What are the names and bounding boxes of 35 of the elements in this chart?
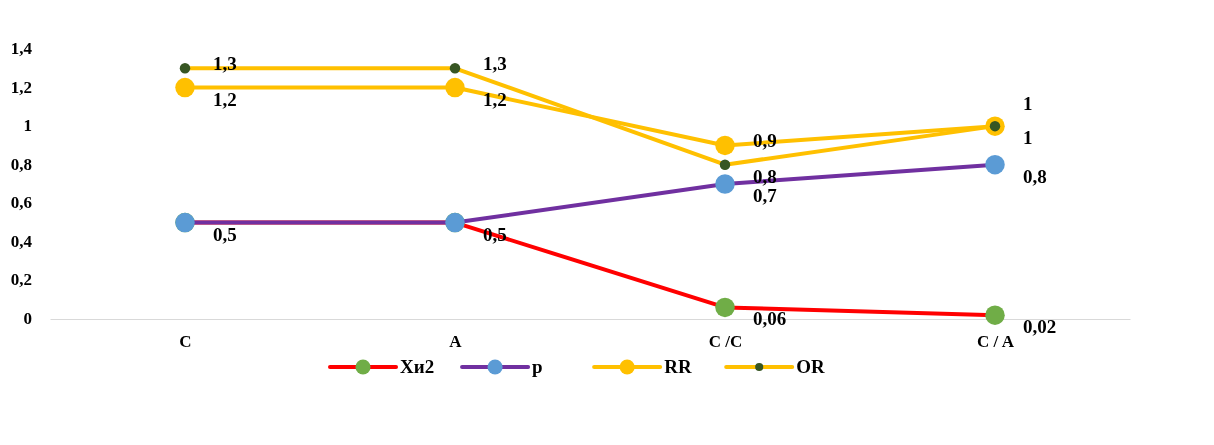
point (715, 297, 735, 318)
y-tick-label: 1,4 (10, 39, 33, 58)
y-tick-label: 0,2 (10, 270, 32, 290)
point (715, 174, 735, 194)
y-tick-label: 0,4 (10, 231, 33, 251)
x-tick-label: A (449, 331, 463, 351)
point (179, 63, 191, 74)
y-tick-label: 1,2 (10, 77, 32, 97)
data-label: 1 (1023, 93, 1033, 115)
point (715, 135, 735, 156)
point (719, 159, 731, 170)
x-tick-label: C (179, 331, 192, 351)
x-tick-label: C /C (708, 331, 743, 351)
data-label: 0,02 (1023, 316, 1057, 338)
point (449, 63, 461, 74)
data-label: 1,2 (213, 88, 237, 110)
legend-label: RR (664, 356, 692, 377)
legend-label: OR (796, 356, 825, 377)
data-label: 0,8 (1023, 165, 1047, 187)
x-tick-label: C / A (977, 331, 1015, 351)
point (985, 154, 1005, 175)
legend-label: p (532, 356, 543, 377)
data-label: 0,5 (213, 223, 237, 245)
y-tick-label: 1 (23, 116, 32, 136)
point (985, 305, 1005, 325)
y-tick-label: 0,8 (10, 154, 32, 174)
legend-label: Хи2 (400, 356, 435, 377)
point (445, 77, 465, 98)
data-label: 1,3 (483, 53, 507, 75)
y-tick-label: 0,6 (10, 193, 32, 213)
y-tick-label: 0 (23, 309, 32, 328)
data-label: 0,06 (753, 308, 787, 330)
data-label: 0,7 (753, 185, 778, 206)
data-label: 1 (1023, 127, 1033, 149)
point (175, 77, 195, 98)
